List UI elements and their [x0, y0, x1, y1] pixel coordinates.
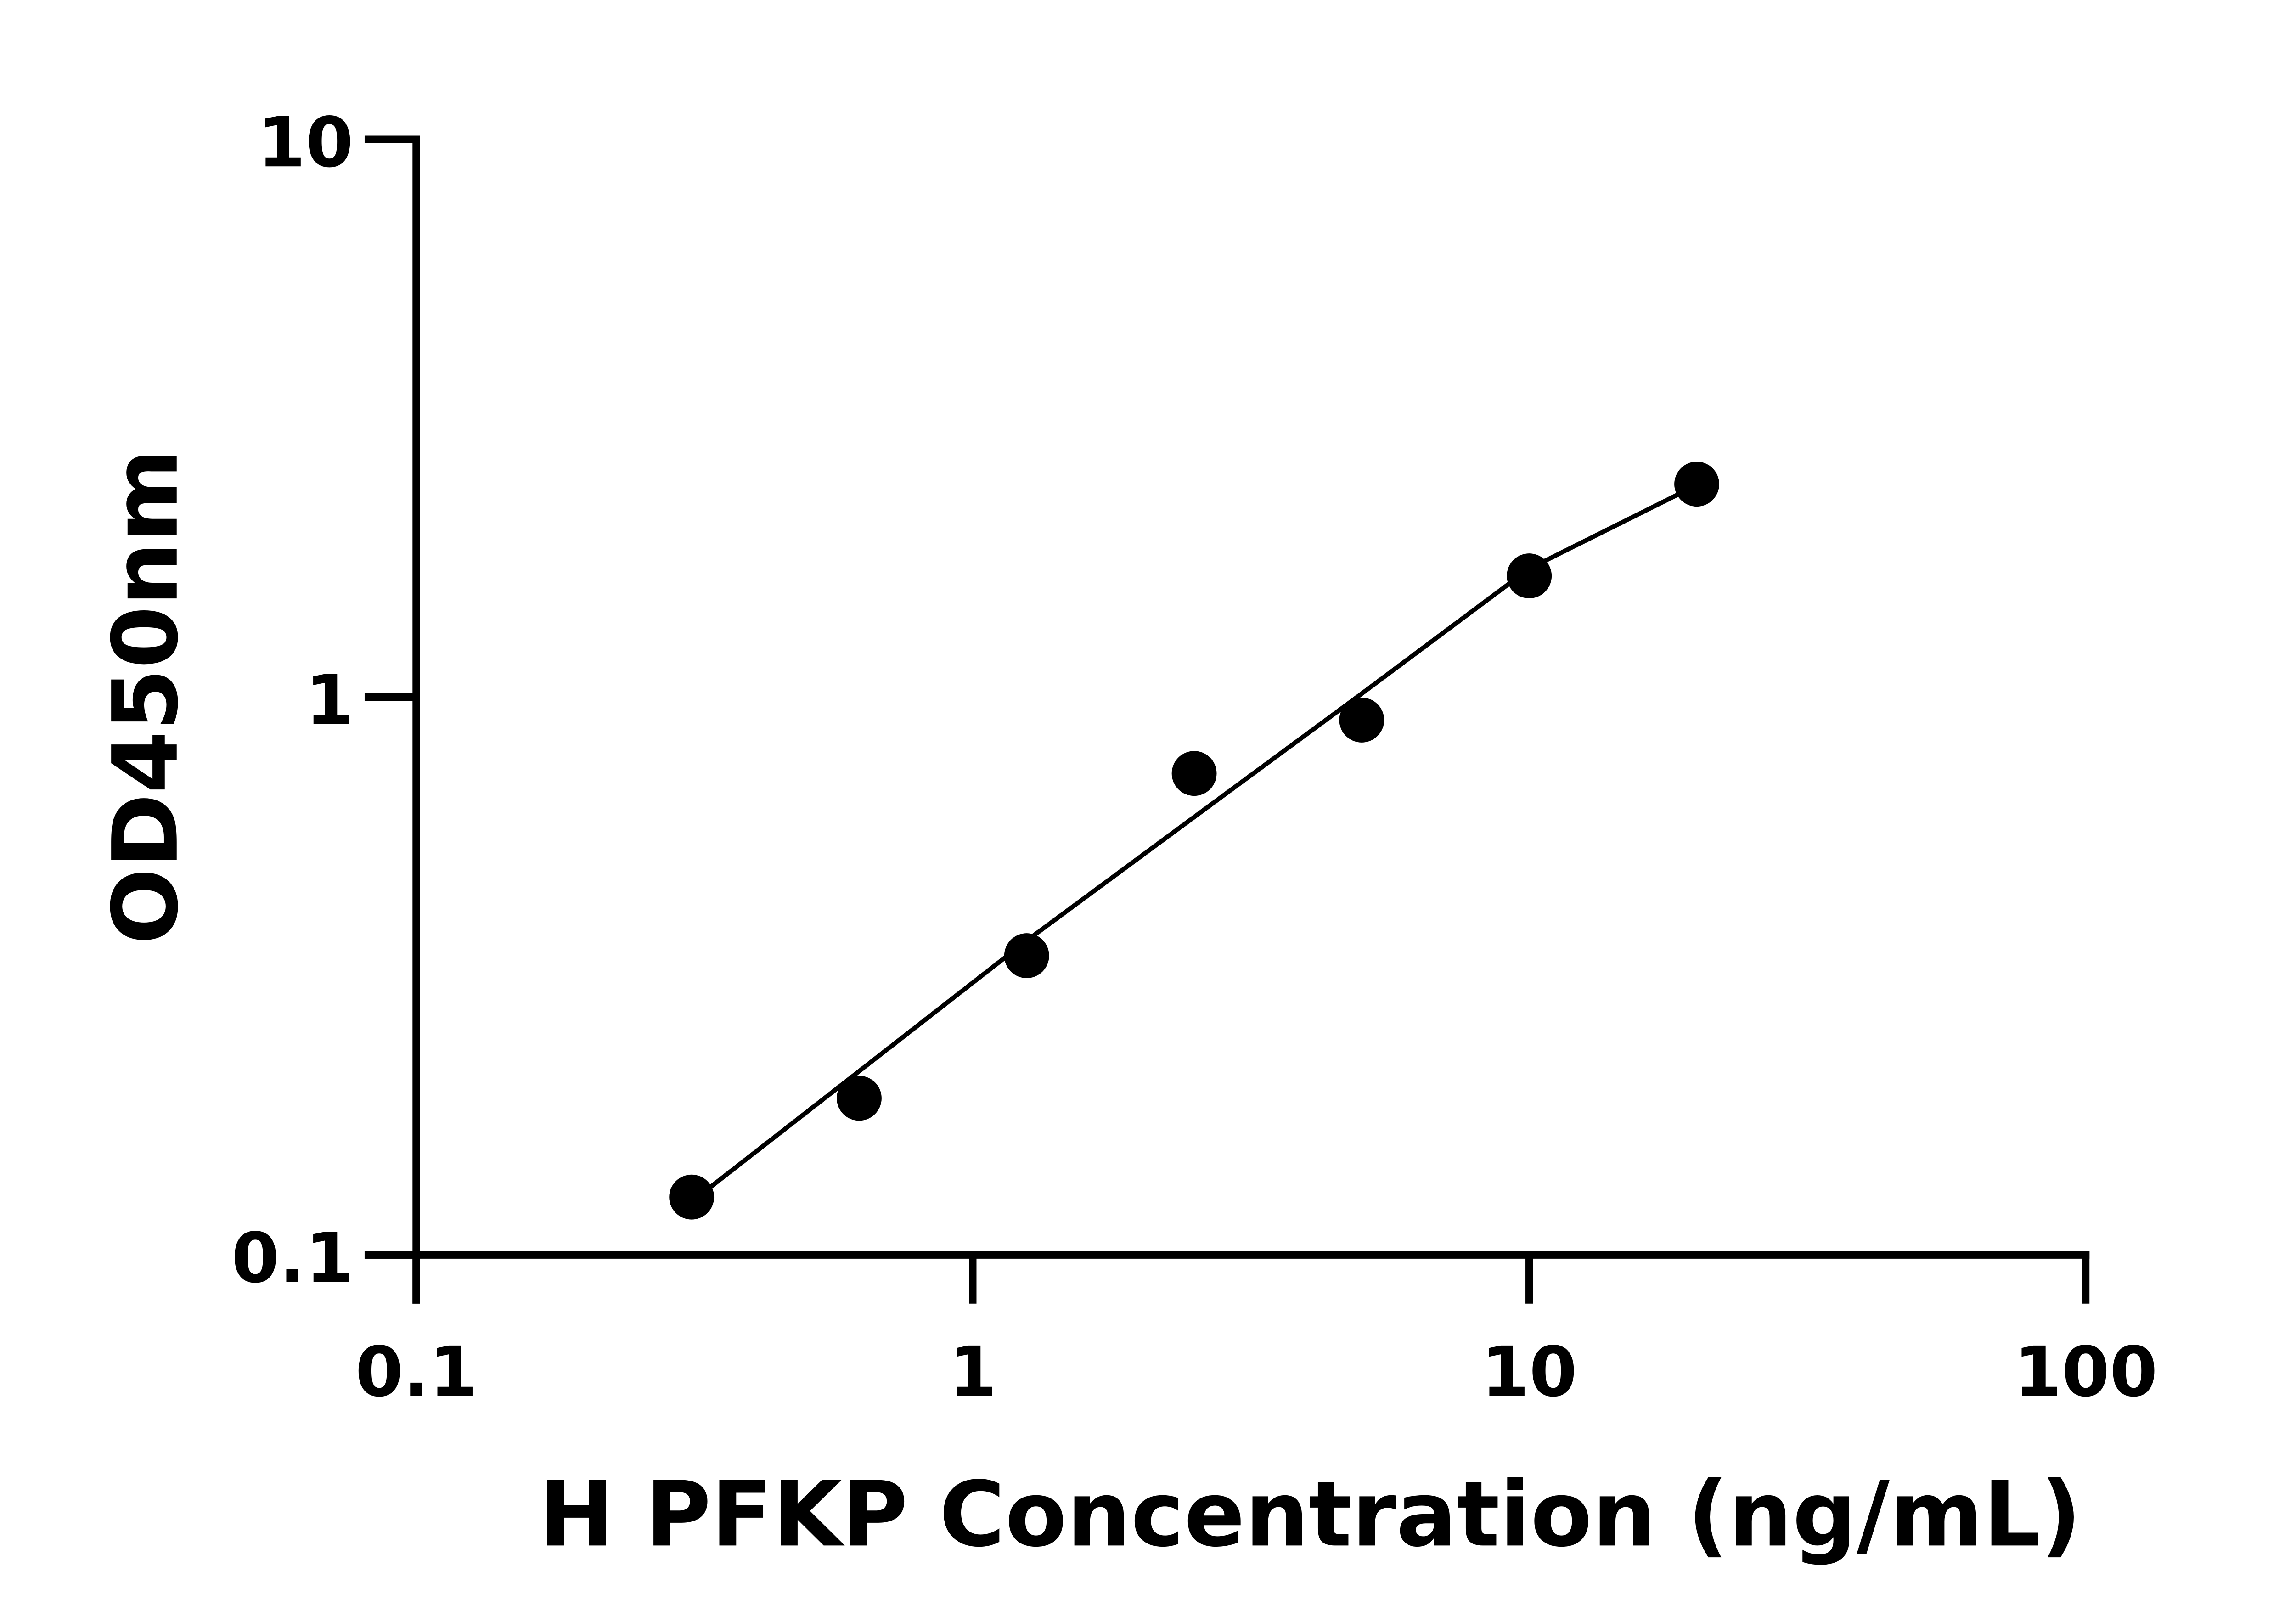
y-tick-label: 10 [258, 103, 354, 183]
y-tick-label: 1 [305, 661, 353, 741]
x-tick-label: 100 [2014, 1332, 2158, 1412]
data-point [1004, 933, 1049, 978]
data-point [1674, 462, 1719, 507]
data-points [669, 462, 1719, 1220]
data-point [669, 1174, 715, 1220]
data-point [1171, 751, 1217, 796]
tick-labels: 0.1 1 10 100 0.1 1 10 [231, 103, 2158, 1412]
x-tick-label: 10 [1481, 1332, 1577, 1412]
data-point [1339, 698, 1384, 743]
data-point [1507, 553, 1552, 598]
y-axis-label: OD450nm [94, 448, 198, 944]
y-tick-label: 0.1 [231, 1218, 354, 1298]
x-tick-label: 0.1 [355, 1332, 478, 1412]
axes [364, 135, 2090, 1304]
x-axis-label: H PFKP Concentration (ng/mL) [539, 1462, 2081, 1567]
data-point [837, 1076, 882, 1121]
x-tick-label: 1 [949, 1332, 996, 1412]
fit-curve [703, 489, 1686, 1194]
